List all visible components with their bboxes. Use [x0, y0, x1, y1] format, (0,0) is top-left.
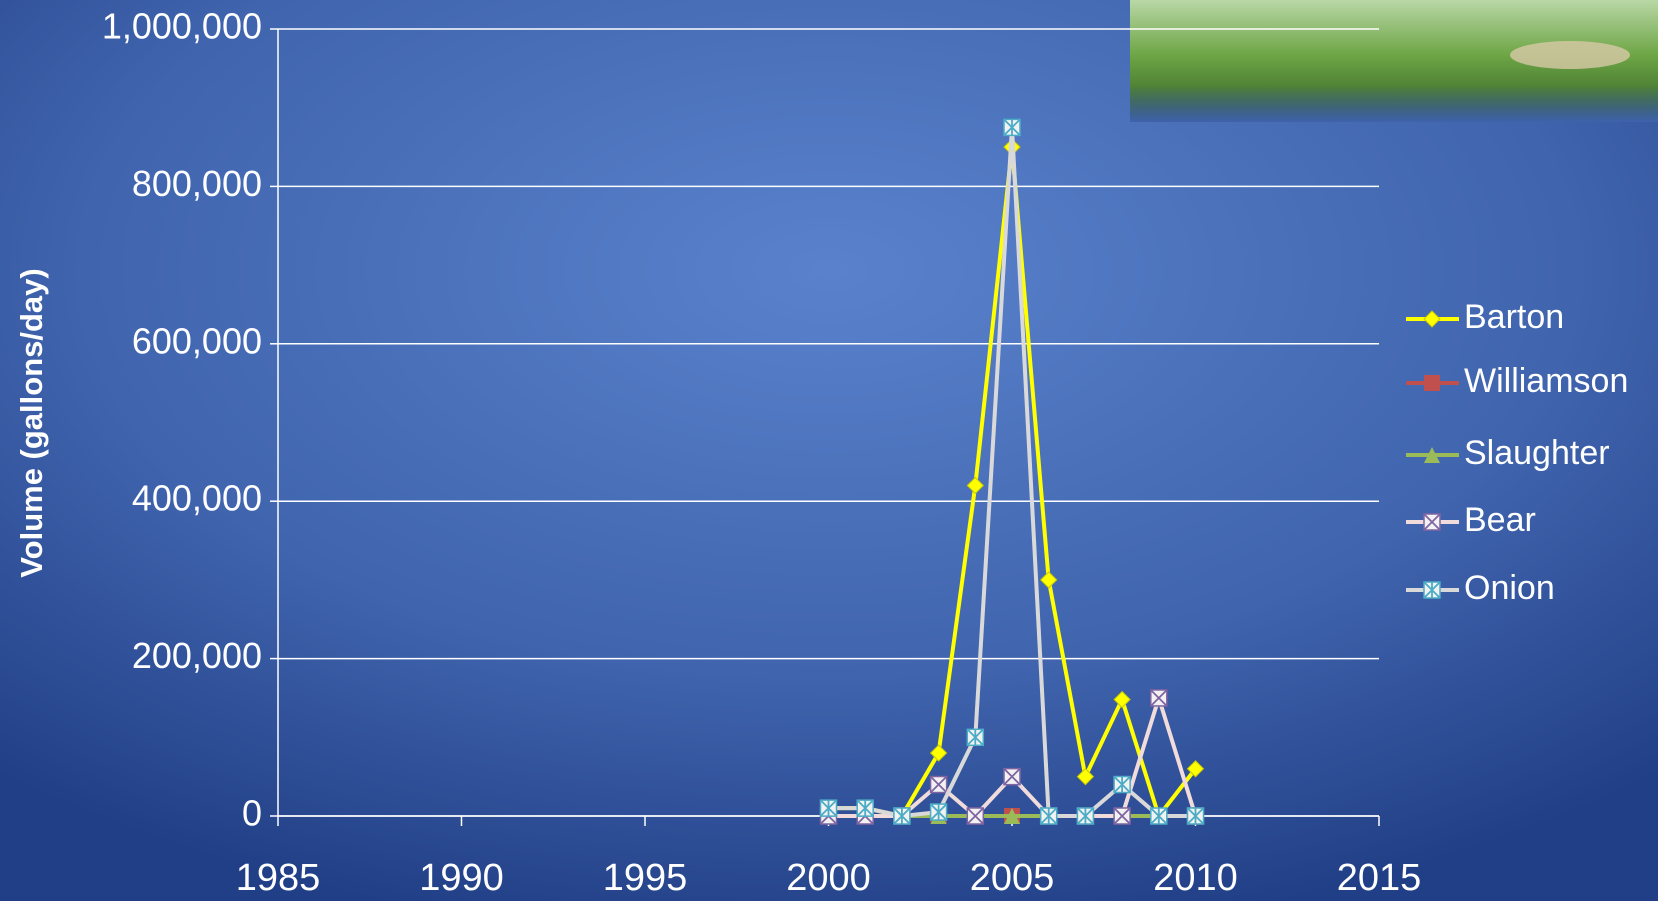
marker-shape [966, 476, 985, 495]
marker [1076, 767, 1095, 786]
legend-label: Barton [1464, 298, 1564, 336]
marker [1039, 807, 1058, 825]
x-tick-label: 1985 [236, 857, 321, 899]
marker [1003, 118, 1021, 137]
marker-shape [1424, 375, 1440, 391]
marker-shape [966, 728, 984, 746]
x-tick-label: 2010 [1153, 857, 1238, 899]
marker [1039, 571, 1058, 589]
marker-shape [966, 807, 984, 825]
legend-label: Slaughter [1464, 434, 1610, 472]
marker-shape [1113, 690, 1131, 709]
marker [1186, 760, 1205, 778]
y-tick-label: 800,000 [132, 163, 262, 204]
y-tick-label: 0 [242, 793, 262, 834]
marker [1004, 808, 1020, 824]
marker-shape [1113, 807, 1131, 825]
marker [1186, 807, 1205, 825]
legend-label: Bear [1464, 501, 1536, 539]
marker-shape [929, 744, 948, 762]
marker [1150, 689, 1168, 707]
x-tick-label: 1995 [603, 857, 688, 899]
photo [1130, 0, 1658, 122]
legend-item: Onion [1406, 569, 1555, 607]
marker [819, 799, 838, 817]
marker [1113, 775, 1131, 794]
marker [1150, 807, 1168, 825]
marker [1423, 310, 1441, 328]
marker-shape [1186, 807, 1205, 825]
marker [966, 476, 985, 495]
marker-shape [1150, 689, 1168, 707]
marker-shape [1186, 760, 1205, 778]
marker [1423, 513, 1441, 531]
y-axis-label: Volume (gallons/day) [14, 268, 49, 577]
legend-item: Slaughter [1406, 434, 1610, 472]
marker-shape [819, 799, 838, 817]
marker-shape [1424, 447, 1440, 463]
marker-shape [1113, 775, 1131, 794]
marker [1424, 447, 1440, 463]
legend-item: Barton [1406, 298, 1564, 336]
y-tick-label: 200,000 [132, 635, 262, 676]
legend-label: Onion [1464, 569, 1555, 607]
marker-shape [1423, 581, 1441, 599]
marker [893, 807, 911, 825]
x-tick-label: 1990 [419, 857, 504, 899]
marker [966, 728, 985, 747]
marker-shape [1039, 571, 1058, 589]
marker-shape [1150, 807, 1168, 825]
y-tick-label: 1,000,000 [102, 6, 262, 47]
marker [966, 807, 985, 825]
marker [1003, 767, 1021, 786]
marker [1424, 375, 1440, 391]
marker [929, 744, 948, 762]
legend-item: Bear [1406, 501, 1536, 539]
legend-item: Williamson [1406, 362, 1628, 400]
marker-shape [1423, 513, 1441, 531]
marker-shape [929, 775, 948, 794]
marker-shape [893, 807, 911, 825]
marker-shape [1076, 807, 1095, 825]
marker [856, 799, 874, 817]
marker-shape [856, 799, 874, 817]
marker-shape [1040, 807, 1058, 825]
y-tick-label: 400,000 [132, 478, 262, 519]
marker-shape [1423, 310, 1441, 328]
marker [1113, 690, 1131, 709]
marker-shape [1004, 808, 1020, 824]
marker-shape [1003, 118, 1021, 137]
marker-shape [929, 803, 948, 821]
marker-shape [1003, 768, 1021, 786]
marker-shape [1076, 767, 1095, 786]
x-tick-label: 2005 [970, 857, 1055, 899]
marker [929, 775, 948, 794]
marker [1423, 581, 1441, 599]
legend-label: Williamson [1464, 362, 1628, 400]
x-tick-label: 2015 [1337, 857, 1422, 899]
x-tick-label: 2000 [786, 857, 871, 899]
marker [1113, 807, 1131, 825]
marker [1076, 807, 1095, 825]
marker [929, 803, 948, 821]
y-tick-label: 600,000 [132, 320, 262, 361]
